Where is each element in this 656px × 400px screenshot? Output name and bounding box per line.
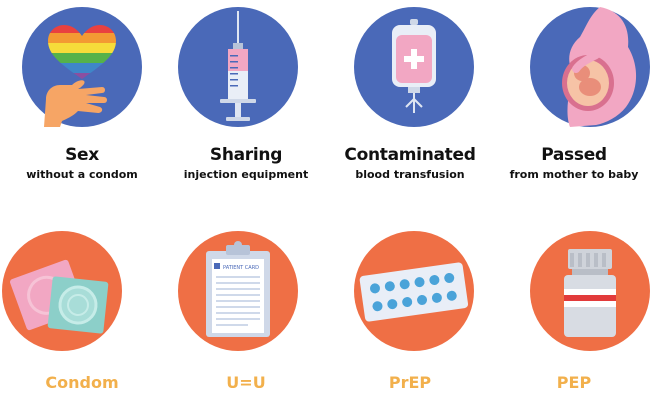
pill-blister-pack-icon (354, 231, 474, 351)
transmission-item-contaminated: Contaminated blood transfusion (328, 0, 492, 200)
prevention-label: Condom (45, 373, 119, 392)
transmission-title: Sex (65, 145, 99, 165)
transmission-title: Contaminated (344, 145, 476, 165)
transmission-item-sex: Sex without a condom (0, 0, 164, 200)
pregnancy-icon (530, 7, 650, 127)
transmission-title: Sharing (209, 145, 283, 165)
transmission-subtitle: blood transfusion (355, 168, 465, 181)
prevention-label: U=U (226, 373, 266, 392)
prevention-label: PEP (556, 373, 592, 392)
medicine-bottle-icon (530, 231, 650, 351)
transmission-subtitle: without a condom (26, 168, 138, 181)
prevention-label: PrEP (388, 373, 432, 392)
syringe-icon (178, 7, 298, 127)
patient-card-text: PATIENT CARD (223, 265, 259, 271)
rainbow-heart-hand-icon (22, 7, 142, 127)
prevention-item-condom: Condom (0, 200, 164, 400)
transmission-subtitle: from mother to baby (509, 168, 639, 181)
transmission-title: Passed (541, 145, 607, 165)
prevention-item-pep: PEP (492, 200, 656, 400)
transmission-item-sharing: Sharing injection equipment (164, 0, 328, 200)
blood-bag-icon (354, 7, 474, 127)
prevention-item-uu: PATIENT CARD U=U (164, 200, 328, 400)
condom-icon (2, 231, 122, 351)
transmission-item-passed: Passed from mother to baby (492, 0, 656, 200)
patient-card-clipboard-icon: PATIENT CARD (178, 231, 298, 351)
prevention-item-prep: PrEP (328, 200, 492, 400)
transmission-subtitle: injection equipment (183, 168, 309, 181)
